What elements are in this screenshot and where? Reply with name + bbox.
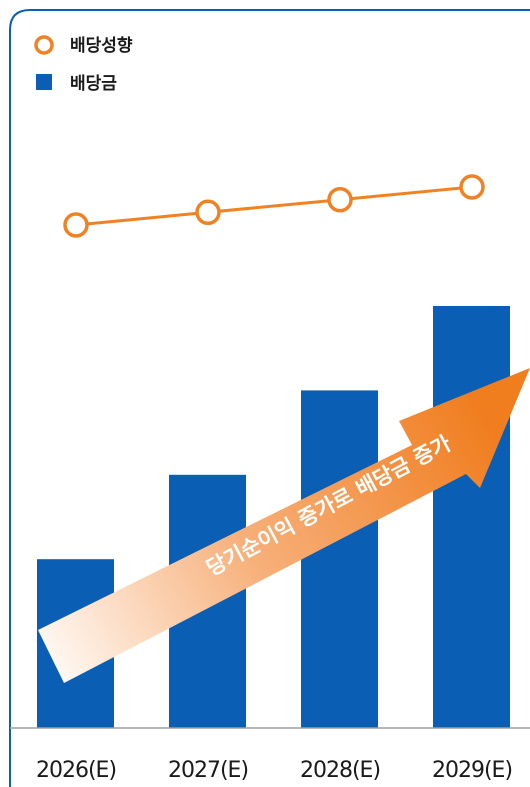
point-2028 xyxy=(327,186,353,213)
tick-2027: 2027(E) xyxy=(168,758,248,783)
legend-line-marker xyxy=(34,35,54,55)
bar-2028 xyxy=(301,390,378,728)
legend-label-payout-ratio: 배당성향 xyxy=(70,35,133,56)
tick-2026: 2026(E) xyxy=(36,758,116,783)
growth-arrow-shape xyxy=(38,368,530,683)
x-axis-ticks: 2026(E) 2027(E) 2028(E) 2029(E) xyxy=(36,758,513,783)
legend-label-dividend: 배당금 xyxy=(70,74,117,94)
legend-bar-marker xyxy=(36,74,52,90)
payout-ratio-line xyxy=(75,185,473,227)
point-2029 xyxy=(459,174,485,200)
point-2027 xyxy=(195,199,221,226)
tick-2029: 2029(E) xyxy=(432,758,512,783)
payout-ratio-points xyxy=(63,174,485,238)
point-2026 xyxy=(63,212,89,238)
legend: 배당성향 배당금 xyxy=(34,35,133,94)
chart-frame xyxy=(9,9,530,787)
tick-2028: 2028(E) xyxy=(300,758,380,783)
bar-2029 xyxy=(433,306,510,728)
